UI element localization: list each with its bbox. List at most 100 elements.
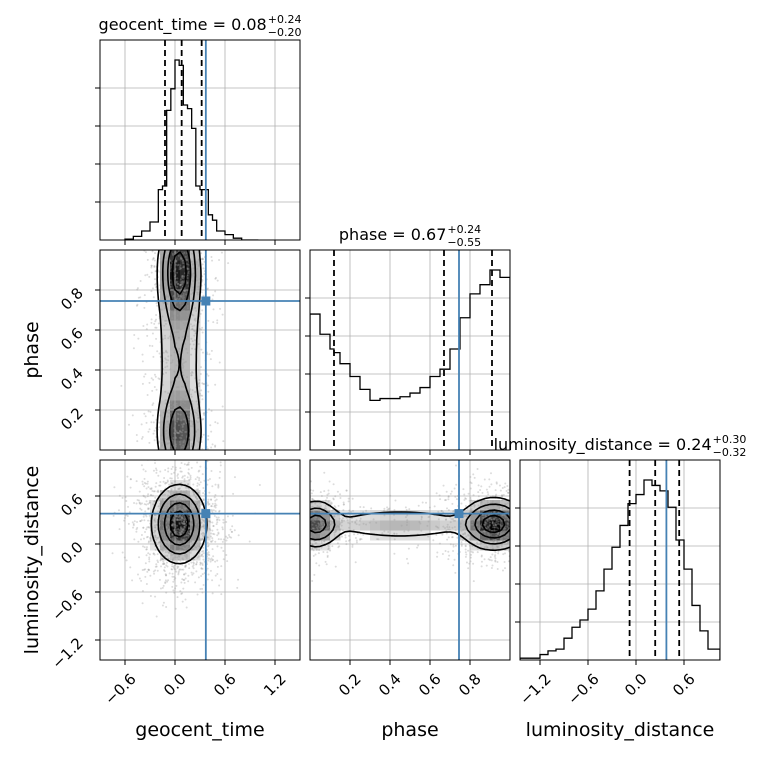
- sample-point: [435, 525, 438, 528]
- sample-point: [156, 350, 159, 353]
- sample-point: [227, 184, 229, 186]
- sample-point: [312, 498, 315, 501]
- sample-point: [211, 476, 213, 478]
- sample-point: [316, 528, 319, 531]
- sample-point: [185, 455, 187, 457]
- sample-point: [168, 142, 170, 144]
- sample-point: [526, 560, 528, 562]
- sample-point: [472, 551, 475, 554]
- sample-point: [167, 514, 170, 517]
- sample-point: [175, 259, 178, 262]
- sample-point: [488, 559, 491, 562]
- sample-point: [194, 496, 197, 499]
- sample-point: [525, 502, 527, 504]
- sample-point: [181, 398, 184, 401]
- sample-point: [303, 501, 305, 503]
- sample-point: [184, 522, 187, 525]
- sample-point: [172, 213, 174, 215]
- sample-point: [120, 384, 123, 387]
- x-tick-label-phase: 0.6: [415, 670, 445, 700]
- sample-point: [491, 521, 494, 524]
- sample-point: [153, 265, 156, 268]
- density-cell: [380, 510, 391, 521]
- density-cell: [190, 440, 201, 450]
- sample-point: [190, 293, 193, 296]
- sample-point: [445, 518, 448, 521]
- sample-point: [310, 492, 313, 495]
- sample-point: [164, 399, 167, 402]
- sample-point: [501, 508, 504, 511]
- sample-point: [483, 523, 486, 526]
- contour-line: [310, 503, 510, 545]
- sample-point: [148, 247, 150, 249]
- sample-point: [194, 391, 197, 394]
- scatter-points: [106, 460, 261, 618]
- sample-point: [168, 535, 171, 538]
- sample-point: [162, 529, 165, 532]
- sample-point: [171, 497, 174, 500]
- sample-point: [206, 384, 209, 387]
- sample-point: [499, 489, 502, 492]
- sample-point: [176, 494, 179, 497]
- sample-point: [314, 502, 317, 505]
- sample-point: [175, 298, 178, 301]
- sample-point: [327, 548, 330, 551]
- sample-point: [183, 244, 185, 246]
- sample-point: [514, 528, 516, 530]
- sample-point: [196, 197, 198, 199]
- sample-point: [295, 488, 297, 490]
- sample-point: [161, 226, 163, 228]
- sample-point: [139, 538, 142, 541]
- sample-point: [189, 419, 192, 422]
- sample-point: [192, 572, 195, 575]
- sample-point: [179, 443, 182, 446]
- sample-point: [174, 496, 177, 499]
- sample-point: [178, 347, 181, 350]
- sample-point: [191, 211, 193, 213]
- sample-point: [563, 540, 565, 542]
- sample-point: [191, 425, 194, 428]
- sample-point: [190, 519, 193, 522]
- sample-point: [192, 567, 195, 570]
- density-cell: [490, 520, 501, 531]
- sample-point: [174, 509, 177, 512]
- sample-point: [202, 499, 205, 502]
- sample-point: [186, 274, 189, 277]
- density-cell: [160, 290, 171, 301]
- sample-point: [524, 512, 526, 514]
- sample-point: [296, 506, 298, 508]
- sample-point: [177, 282, 180, 285]
- sample-point: [194, 520, 197, 523]
- sample-point: [172, 313, 175, 316]
- sample-point: [286, 558, 288, 560]
- sample-point: [219, 464, 222, 467]
- sample-point: [172, 455, 174, 457]
- sample-point: [495, 482, 498, 485]
- sample-point: [165, 464, 167, 466]
- sample-point: [180, 568, 183, 571]
- sample-point: [523, 519, 525, 521]
- sample-point: [180, 481, 183, 484]
- sample-point: [154, 244, 156, 246]
- sample-point: [194, 508, 197, 511]
- sample-point: [146, 323, 149, 326]
- sample-point: [151, 414, 154, 417]
- sample-point: [185, 293, 188, 296]
- sample-point: [164, 481, 167, 484]
- sample-point: [305, 536, 307, 538]
- sample-point: [290, 487, 292, 489]
- sample-point: [496, 545, 499, 548]
- sample-point: [174, 246, 176, 248]
- sample-point: [167, 531, 170, 534]
- sample-point: [164, 430, 167, 433]
- sample-point: [172, 525, 175, 528]
- sample-point: [145, 528, 148, 531]
- sample-point: [169, 499, 172, 502]
- sample-point: [327, 520, 330, 523]
- sample-point: [175, 431, 178, 434]
- sample-point: [493, 517, 496, 520]
- sample-point: [318, 526, 321, 529]
- sample-point: [184, 534, 187, 537]
- sample-point: [284, 525, 286, 527]
- sample-point: [211, 529, 214, 532]
